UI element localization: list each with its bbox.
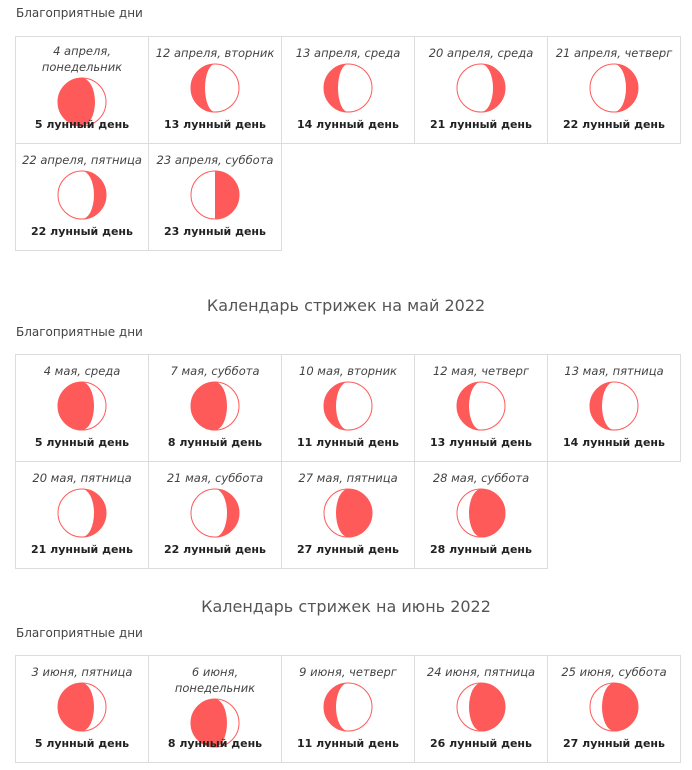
moon-phase-icon [589, 381, 639, 431]
day-card: 7 мая, суббота 8 лунный день [148, 354, 282, 462]
day-card-date: 12 апреля, вторник [155, 46, 275, 60]
day-card-lunar-day: 21 лунный день [430, 118, 532, 131]
may-days-grid: 4 мая, среда 5 лунный день 7 мая, суббота 8… [15, 354, 681, 569]
day-card-date: 24 июня, пятница [426, 665, 536, 679]
day-card: 28 мая, суббота 28 лунный день [414, 461, 548, 569]
day-card-lunar-day: 22 лунный день [164, 543, 266, 556]
moon-phase-icon [190, 381, 240, 431]
moon-phase-icon [589, 682, 639, 732]
day-card: 20 мая, пятница 21 лунный день [15, 461, 149, 569]
day-card: 13 мая, пятница 14 лунный день [547, 354, 681, 462]
day-card-lunar-day: 8 лунный день [167, 436, 263, 449]
moon-phase-icon [589, 63, 639, 113]
day-card-lunar-day: 13 лунный день [164, 118, 266, 131]
day-card-date: 27 мая, пятница [298, 471, 398, 485]
day-card-date: 22 апреля, пятница [22, 153, 142, 167]
moon-phase-icon [57, 682, 107, 732]
day-card-lunar-day: 14 лунный день [297, 118, 399, 131]
day-card-date: 4 мая, среда [43, 364, 121, 378]
day-card-date: 13 апреля, среда [295, 46, 401, 60]
day-card: 12 апреля, вторник 13 лунный день [148, 36, 282, 144]
day-card-date: 6 июня, понедельник [174, 665, 256, 695]
day-card: 6 июня, понедельник 8 лунный день [148, 655, 282, 763]
moon-phase-icon [456, 381, 506, 431]
day-card: 25 июня, суббота 27 лунный день [547, 655, 681, 763]
day-card-lunar-day: 14 лунный день [563, 436, 665, 449]
day-card-lunar-day: 5 лунный день [34, 737, 130, 750]
day-card: 21 апреля, четверг 22 лунный день [547, 36, 681, 144]
day-card-lunar-day: 26 лунный день [430, 737, 532, 750]
section-label-april: Благоприятные дни [16, 6, 143, 20]
day-card: 9 июня, четверг 11 лунный день [281, 655, 415, 763]
moon-phase-icon [456, 63, 506, 113]
moon-phase-icon [190, 488, 240, 538]
day-card-date: 25 июня, суббота [561, 665, 667, 679]
moon-phase-icon [456, 682, 506, 732]
section-label-may: Благоприятные дни [16, 325, 143, 339]
june-days-grid: 3 июня, пятница 5 лунный день 6 июня, поне… [15, 655, 681, 763]
moon-phase-icon [190, 63, 240, 113]
day-card: 4 апреля, понедельник 5 лунный день [15, 36, 149, 144]
day-card: 10 мая, вторник 11 лунный день [281, 354, 415, 462]
day-card-lunar-day: 8 лунный день [167, 737, 263, 750]
day-card-date: 23 апреля, суббота [156, 153, 274, 167]
day-card-date: 12 мая, четверг [432, 364, 529, 378]
day-card-lunar-day: 22 лунный день [563, 118, 665, 131]
day-card-date: 4 апреля, понедельник [41, 44, 123, 74]
day-card: 3 июня, пятница 5 лунный день [15, 655, 149, 763]
day-card-date: 21 апреля, четверг [555, 46, 673, 60]
day-card: 22 апреля, пятница 22 лунный день [15, 143, 149, 251]
day-card: 20 апреля, среда 21 лунный день [414, 36, 548, 144]
day-card-lunar-day: 5 лунный день [34, 118, 130, 131]
moon-phase-icon [190, 698, 240, 748]
moon-phase-icon [456, 488, 506, 538]
day-card: 12 мая, четверг 13 лунный день [414, 354, 548, 462]
day-card-date: 7 мая, суббота [170, 364, 260, 378]
day-card-lunar-day: 11 лунный день [297, 436, 399, 449]
moon-phase-icon [323, 682, 373, 732]
moon-phase-icon [57, 77, 107, 127]
day-card-lunar-day: 22 лунный день [31, 225, 133, 238]
day-card-date: 21 мая, суббота [166, 471, 264, 485]
day-card: 13 апреля, среда 14 лунный день [281, 36, 415, 144]
moon-phase-icon [57, 381, 107, 431]
day-card-date: 13 мая, пятница [564, 364, 664, 378]
day-card-lunar-day: 11 лунный день [297, 737, 399, 750]
day-card-lunar-day: 27 лунный день [563, 737, 665, 750]
moon-phase-icon [57, 170, 107, 220]
day-card: 23 апреля, суббота 23 лунный день [148, 143, 282, 251]
day-card-lunar-day: 23 лунный день [164, 225, 266, 238]
day-card: 4 мая, среда 5 лунный день [15, 354, 149, 462]
moon-phase-icon [323, 63, 373, 113]
day-card-date: 20 апреля, среда [428, 46, 534, 60]
april-days-grid: 4 апреля, понедельник 5 лунный день 12 апр… [15, 36, 681, 251]
day-card-lunar-day: 28 лунный день [430, 543, 532, 556]
day-card-date: 9 июня, четверг [299, 665, 397, 679]
moon-phase-icon [323, 381, 373, 431]
day-card-lunar-day: 13 лунный день [430, 436, 532, 449]
day-card-lunar-day: 27 лунный день [297, 543, 399, 556]
moon-phase-icon [57, 488, 107, 538]
day-card-lunar-day: 21 лунный день [31, 543, 133, 556]
day-card: 21 мая, суббота 22 лунный день [148, 461, 282, 569]
moon-phase-icon [190, 170, 240, 220]
section-title-june: Календарь стрижек на июнь 2022 [201, 597, 491, 616]
moon-phase-icon [323, 488, 373, 538]
day-card: 27 мая, пятница 27 лунный день [281, 461, 415, 569]
day-card: 24 июня, пятница 26 лунный день [414, 655, 548, 763]
day-card-date: 10 мая, вторник [299, 364, 397, 378]
day-card-lunar-day: 5 лунный день [34, 436, 130, 449]
day-card-date: 20 мая, пятница [32, 471, 132, 485]
day-card-date: 28 мая, суббота [432, 471, 530, 485]
day-card-date: 3 июня, пятница [31, 665, 133, 679]
section-title-may: Календарь стрижек на май 2022 [206, 296, 486, 315]
section-label-june: Благоприятные дни [16, 626, 143, 640]
